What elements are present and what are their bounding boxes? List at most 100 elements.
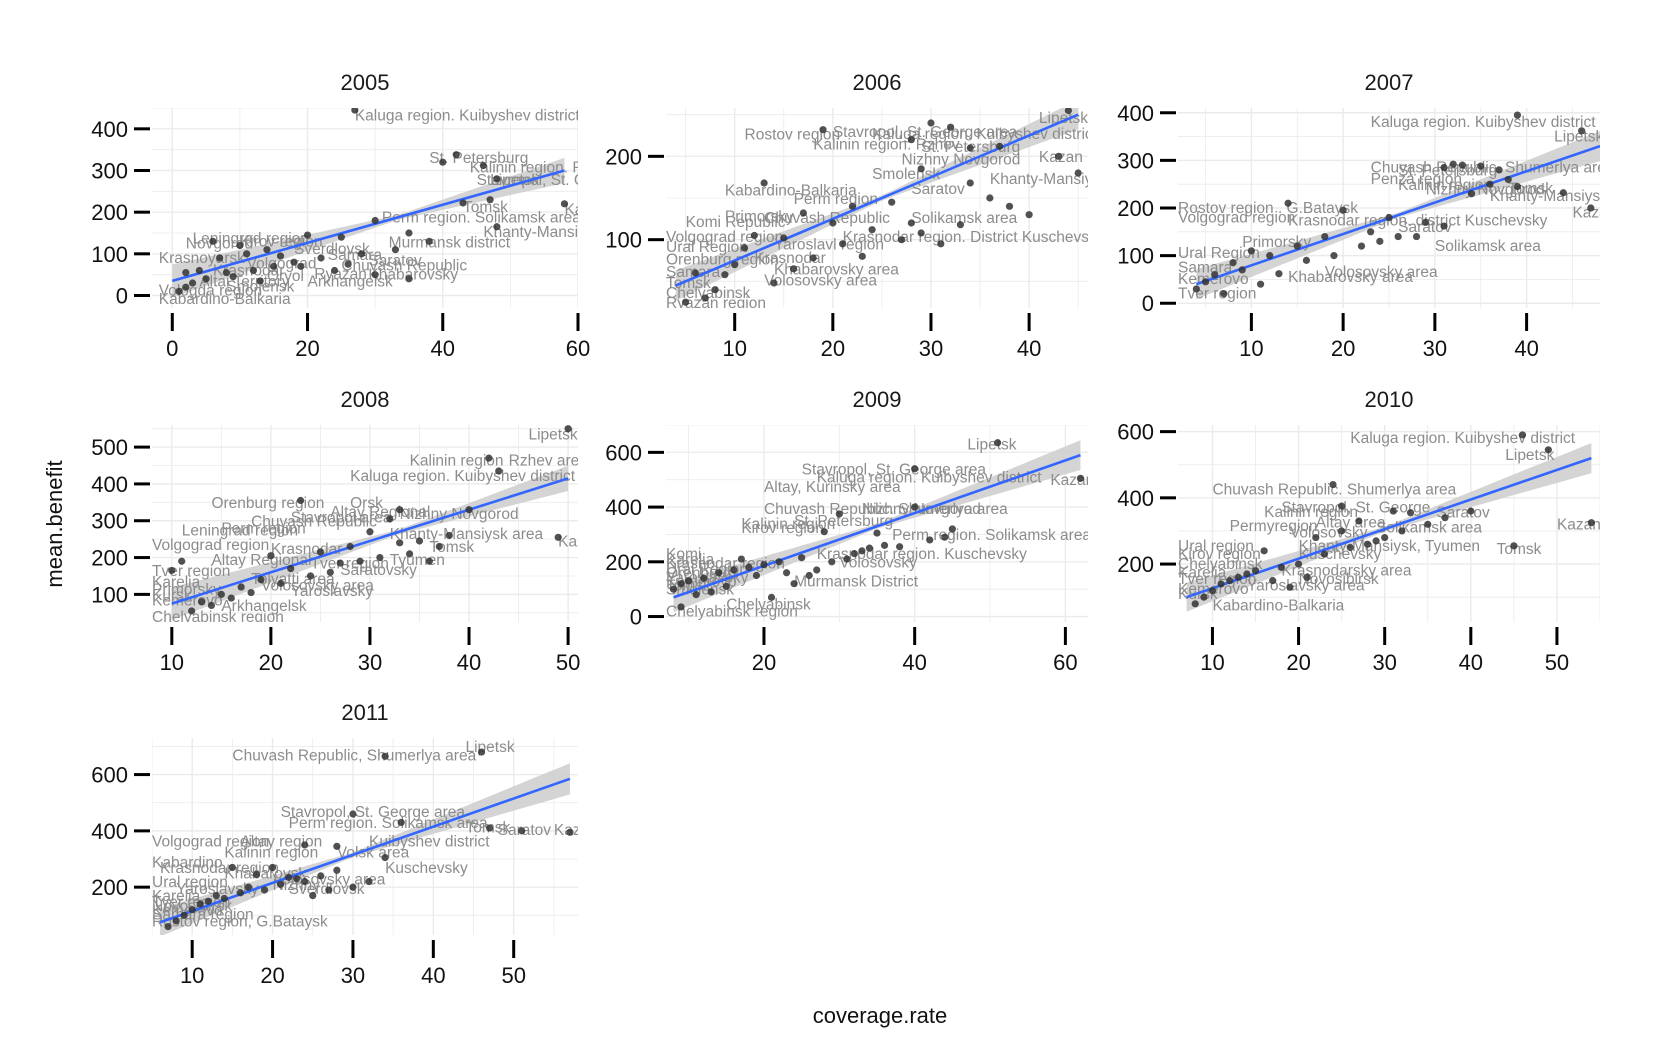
region-label: Perm region. Solikamsk area [892,527,1091,544]
region-label: Krasnodar region. district Kuschevsky [1288,213,1548,230]
data-point [947,123,955,131]
data-point [865,544,874,552]
x-tick-label: 10 [1200,650,1224,675]
region-label: Chelyabinsk [726,597,811,614]
region-label: Kazan [1050,472,1094,489]
data-point [178,557,186,565]
x-tick-label: 40 [421,963,445,988]
data-point [1467,507,1475,515]
data-point [220,894,228,903]
region-label: Khanty-Mansiysk area [390,526,544,543]
data-point [229,273,237,281]
data-point [381,854,389,862]
data-point [257,576,265,584]
data-point [349,810,357,818]
data-point [175,287,183,295]
regression-line [675,113,1079,287]
region-label: Rostov region [745,127,841,144]
data-point [700,574,708,582]
region-label: Kazan [554,822,598,839]
x-tick-label: 40 [431,336,455,361]
data-point [204,897,212,905]
x-tick-label: 20 [1286,650,1310,675]
region-label: Karelia [666,552,715,569]
data-point [371,271,379,279]
y-tick-label: 200 [605,144,642,169]
facet-title: 2011 [341,700,388,725]
region-label: Kalinin region [1264,504,1358,521]
data-point [216,254,224,262]
data-point [820,528,828,536]
data-point [1054,152,1063,160]
data-point [1477,162,1485,170]
regression-line [673,453,1081,599]
region-label: Orsk [350,495,383,512]
x-tick-label: 40 [902,650,926,675]
y-tick-label: 200 [91,200,128,225]
data-point [263,246,271,254]
region-label: Volosovsky area [261,578,374,595]
facet-title: 2008 [341,387,390,412]
data-point [1587,519,1595,527]
x-axis-title: coverage.rate [813,1003,948,1028]
y-tick-label: 200 [91,546,128,571]
data-point [1467,190,1476,198]
data-point [782,569,791,577]
region-label: Orenburg region [211,495,324,512]
fit-group: Kaluga region. Kuibyshev districtLipetsk… [1178,430,1600,614]
data-point [439,158,447,166]
data-point [356,557,364,565]
data-point [188,906,196,914]
region-label: Kabardino-Balkaria [725,183,857,200]
region-label: Lipetsk [1505,447,1554,464]
data-point [1367,228,1375,236]
data-point [1277,563,1285,571]
y-tick-label: 200 [91,875,128,900]
data-point [1449,160,1457,168]
y-tick-label: 400 [91,117,128,142]
region-label: Kazan [558,534,602,551]
data-point [297,496,305,505]
data-point [1338,527,1346,535]
region-label: Arkhangelsk [308,273,394,290]
data-point [290,258,298,266]
data-point [1074,169,1082,177]
x-tick-label: 20 [752,650,776,675]
x-tick-label: 0 [166,336,178,361]
region-label: Kabardino-Balkaria [159,291,291,308]
data-point [731,261,739,269]
data-point [256,277,264,285]
data-point [358,250,366,258]
region-label: Perm region [221,521,305,538]
region-label: Ryazan region [666,295,766,312]
data-point [554,533,562,541]
data-point [780,234,788,242]
region-label: Novosibirsk [1299,571,1379,588]
region-label: Tomsk [666,578,711,595]
regression-line [159,777,571,924]
region-label: Chelyabinsk region [666,604,798,621]
region-label: Volosovsky [839,554,917,571]
data-point [993,439,1002,447]
data-point [1234,573,1242,581]
region-label: Lipetsk [1039,110,1088,127]
data-point [485,824,494,832]
region-label: Rzhev area [509,453,589,470]
data-point [848,202,857,210]
data-point [267,552,275,560]
x-tick-label: 10 [722,336,746,361]
data-point [1559,189,1567,197]
data-point [839,240,847,248]
region-label: Kalinin region. Rzhev [813,137,960,154]
data-point [376,553,384,562]
y-tick-label: 300 [91,509,128,534]
region-label: Nizhny Novgorod [902,152,1021,169]
region-label: Kaluga region. Kuibyshev district [355,108,581,125]
data-point [297,262,305,270]
region-label: Arkhangelsk [221,598,307,615]
data-point [306,572,315,580]
x-tick-label: 20 [821,336,845,361]
data-point [227,594,235,602]
data-point [1200,593,1208,601]
x-tick-label: 10 [180,963,204,988]
